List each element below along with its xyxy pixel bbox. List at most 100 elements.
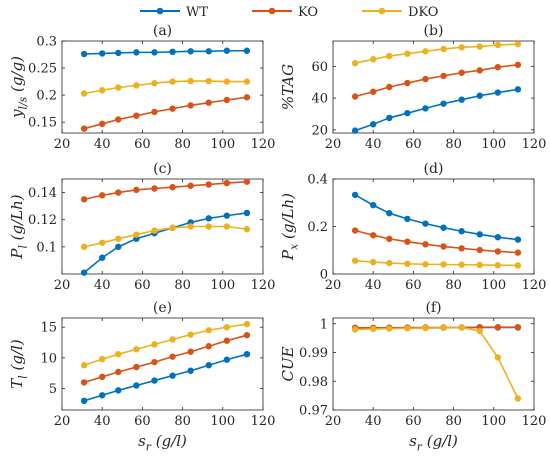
data-point [458,324,465,331]
panel-b: (b) 20 40 60 80 100 120 20 40 60 %TAG [279,23,546,152]
series-line [354,43,518,64]
series-ko [80,94,251,132]
data-point [99,392,106,399]
data-point [458,228,465,235]
data-point [386,114,393,122]
y-tick-label: 0.97 [299,404,328,419]
data-point [169,78,176,85]
data-point [404,215,411,223]
data-point [243,47,251,54]
series-line [83,212,248,274]
y-tick-label: 0.2 [36,89,57,104]
axes-box [332,178,535,275]
data-point [494,248,502,255]
series-dko [351,324,522,402]
data-point [440,72,447,80]
data-point [422,324,429,332]
y-axis-label: yl/s (g/g) [8,56,30,119]
series-line [354,194,519,241]
data-point [151,108,158,116]
data-point [80,379,88,386]
data-point [243,209,251,217]
data-point [205,362,212,369]
legend-marker [156,7,164,15]
x-tick-label: 80 [174,278,191,293]
data-point [386,210,393,217]
data-point [476,67,483,74]
data-point [458,261,465,268]
data-point [422,75,429,83]
data-point [133,346,140,353]
data-point [422,105,429,112]
y-tick-label: 15 [40,321,57,336]
data-point [223,223,231,230]
legend-label: KO [298,5,318,20]
series-dko [351,257,522,269]
data-point [476,327,483,335]
x-tick-label: 40 [365,278,382,293]
data-point [243,226,251,233]
data-point [243,94,251,101]
data-point [115,189,122,196]
data-point [169,183,176,191]
x-tick-label: 100 [481,414,506,429]
data-point [223,96,231,104]
x-tick-label: 100 [210,414,235,429]
data-point [458,69,465,76]
y-tick-label: 0.99 [299,346,328,361]
data-point [494,262,502,269]
series-line [355,259,518,267]
data-point [514,236,522,243]
data-point [404,79,411,87]
series-wt [80,209,251,276]
data-point [494,41,502,49]
axes-box [61,40,264,134]
data-point [476,246,483,254]
y-tick-label: 0.12 [28,213,57,228]
data-point [440,100,447,107]
y-tick-label: 40 [311,92,328,107]
series-line [354,229,518,254]
y-tick-label: 0.98 [299,375,328,390]
data-point [351,257,359,264]
series-line [83,180,247,201]
legend-label: WT [186,5,208,20]
x-axis-label: sr (g/l) [138,432,187,454]
data-point [99,87,106,94]
data-point [494,89,502,96]
data-point [187,182,194,189]
data-point [223,337,231,344]
data-point [205,215,212,222]
series-dko [351,40,522,67]
data-point [187,223,194,230]
data-point [205,327,212,334]
y-axis-label: %TAG [279,64,297,110]
y-tick-label: 0.3 [36,35,57,50]
data-point [80,269,88,276]
data-point [223,212,231,219]
data-point [99,239,106,246]
y-tick-label: 0.2 [307,220,328,235]
x-tick-label: 60 [134,137,151,152]
x-tick-label: 60 [405,414,422,429]
data-point [404,238,411,245]
data-point [151,377,158,384]
panel-e: (e) 20 40 60 80 100 120 5 10 15 Tl (g/l) sr (g/l) [8,300,275,454]
data-point [386,325,393,332]
x-tick-label: 40 [365,414,382,429]
data-point [514,61,522,68]
data-point [169,336,176,343]
x-tick-label: 20 [325,414,342,429]
data-point [169,48,176,56]
data-point [514,262,522,269]
y-tick-label: 0.4 [307,173,328,188]
y-tick-label: 1 [320,317,328,332]
data-point [458,96,465,103]
data-point [494,354,502,361]
x-tick-label: 80 [445,414,462,429]
series-line [83,96,248,130]
data-point [99,373,106,381]
x-tick-label: 40 [94,278,111,293]
x-tick-label: 120 [251,137,276,152]
